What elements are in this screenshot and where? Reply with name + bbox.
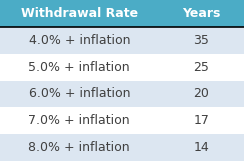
Bar	[159, 80, 244, 107]
Bar	[159, 0, 244, 27]
Text: 17: 17	[193, 114, 209, 127]
Text: Withdrawal Rate: Withdrawal Rate	[21, 7, 138, 20]
Text: 4.0% + inflation: 4.0% + inflation	[29, 34, 130, 47]
Text: 20: 20	[193, 87, 209, 100]
Bar	[159, 134, 244, 161]
Text: 14: 14	[193, 141, 209, 154]
Bar	[159, 54, 244, 80]
Text: 8.0% + inflation: 8.0% + inflation	[29, 141, 130, 154]
Bar	[159, 27, 244, 54]
Text: 7.0% + inflation: 7.0% + inflation	[29, 114, 130, 127]
Text: 5.0% + inflation: 5.0% + inflation	[29, 61, 130, 74]
Text: 6.0% + inflation: 6.0% + inflation	[29, 87, 130, 100]
Bar	[0, 27, 159, 54]
Bar	[159, 107, 244, 134]
Text: 35: 35	[193, 34, 209, 47]
Bar	[0, 107, 159, 134]
Bar	[0, 0, 159, 27]
Text: Years: Years	[182, 7, 221, 20]
Bar	[0, 134, 159, 161]
Bar	[0, 80, 159, 107]
Bar	[0, 54, 159, 80]
Text: 25: 25	[193, 61, 209, 74]
